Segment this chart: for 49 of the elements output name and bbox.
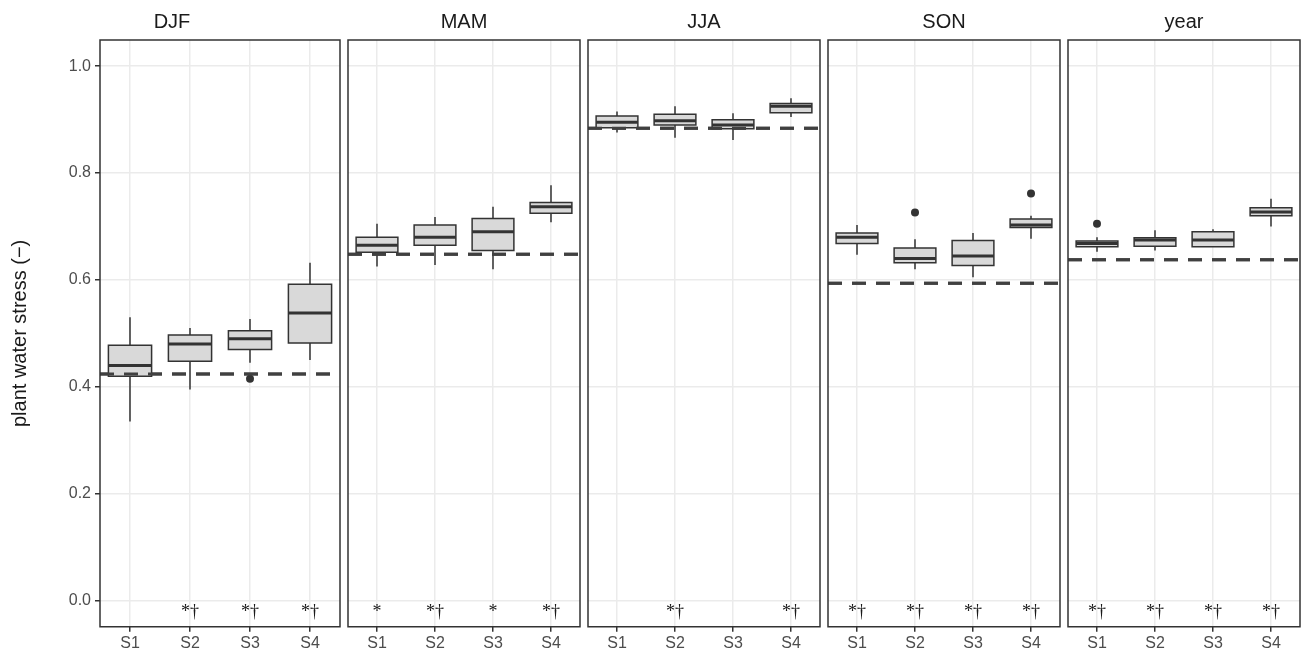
chart-title: MAM bbox=[440, 9, 488, 32]
annotation: *† bbox=[241, 600, 259, 621]
x-tick-label: S2 bbox=[425, 633, 445, 651]
y-tick-label: 0.0 bbox=[68, 591, 92, 609]
annotation: *† bbox=[906, 600, 924, 621]
y-tick-label: 0.8 bbox=[68, 163, 92, 181]
x-tick-label: S2 bbox=[905, 633, 925, 651]
annotation: *† bbox=[666, 600, 684, 621]
x-tick-label: S2 bbox=[180, 633, 200, 651]
annotation: *† bbox=[848, 600, 866, 621]
annotation: *† bbox=[1204, 600, 1222, 621]
x-tick-label: S2 bbox=[665, 633, 685, 651]
x-tick-label: S1 bbox=[847, 633, 867, 651]
annotation: *† bbox=[1022, 600, 1040, 621]
x-tick-label: S1 bbox=[607, 633, 627, 651]
chart-title: SON bbox=[922, 9, 966, 32]
x-tick-label: S4 bbox=[300, 633, 320, 651]
annotation: *† bbox=[301, 600, 319, 621]
annotation: *† bbox=[964, 600, 982, 621]
chart-title: DJF bbox=[153, 9, 191, 32]
x-tick-label: S4 bbox=[541, 633, 561, 651]
x-tick-label: S4 bbox=[1021, 633, 1041, 651]
x-tick-label: S1 bbox=[1087, 633, 1107, 651]
annotation: *† bbox=[1088, 600, 1106, 621]
annotation: *† bbox=[181, 600, 199, 621]
annotation: *† bbox=[1146, 600, 1164, 621]
chart-title: year bbox=[1164, 9, 1204, 32]
annotation: *† bbox=[426, 600, 444, 621]
y-tick-label: 1.0 bbox=[68, 56, 92, 74]
x-tick-label: S3 bbox=[1203, 633, 1223, 651]
x-tick-label: S1 bbox=[367, 633, 387, 651]
x-tick-label: S2 bbox=[1145, 633, 1165, 651]
x-tick-label: S1 bbox=[120, 633, 140, 651]
chart-title: JJA bbox=[687, 9, 722, 32]
x-tick-label: S3 bbox=[963, 633, 983, 651]
annotation: *† bbox=[1262, 600, 1280, 621]
x-tick-label: S3 bbox=[483, 633, 503, 651]
y-tick-label: 0.2 bbox=[68, 484, 92, 502]
y-tick-label: 0.6 bbox=[68, 270, 92, 288]
annotation: *† bbox=[782, 600, 800, 621]
annotation: * bbox=[372, 600, 382, 621]
x-tick-label: S3 bbox=[240, 633, 260, 651]
y-axis-title: plant water stress (−) bbox=[7, 239, 30, 428]
y-tick-label: 0.4 bbox=[68, 377, 92, 395]
x-tick-label: S4 bbox=[781, 633, 801, 651]
annotation: *† bbox=[542, 600, 560, 621]
annotation: * bbox=[488, 600, 498, 621]
x-tick-label: S4 bbox=[1261, 633, 1281, 651]
x-tick-label: S3 bbox=[723, 633, 743, 651]
